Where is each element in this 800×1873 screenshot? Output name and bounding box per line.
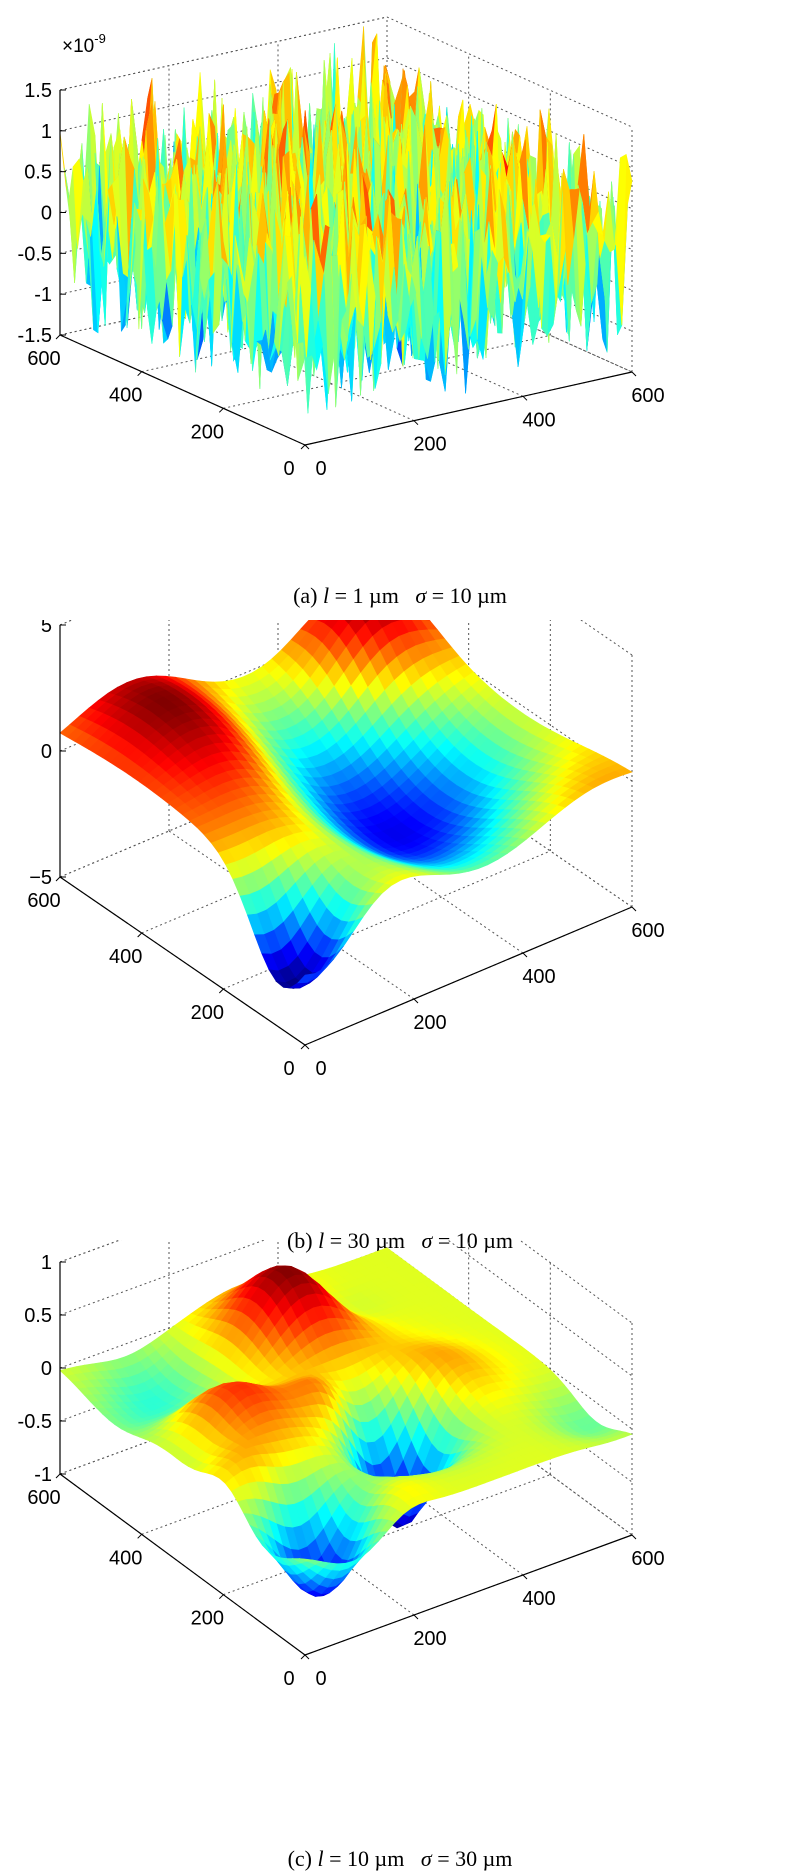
x-tick-mark <box>631 906 637 912</box>
surface-plot-a: 02004006000200400600-1.5-1-0.500.511.5×1… <box>18 16 665 480</box>
z-tick-label: 0.5 <box>24 162 52 184</box>
y-tick-mark <box>218 988 224 994</box>
x-tick-mark <box>522 395 528 401</box>
x-tick-label: 200 <box>413 1012 446 1034</box>
caption-a-sigma-symbol: σ <box>415 583 427 608</box>
y-tick-label: 0 <box>283 458 294 480</box>
y-tick-mark <box>137 371 143 377</box>
z-tick-label: −5 <box>29 867 52 889</box>
y-tick-label: 400 <box>109 385 142 407</box>
z-tick-label: 1 <box>41 121 52 143</box>
y-axis-line <box>59 334 306 446</box>
x-tick-label: 600 <box>631 920 664 942</box>
y-tick-mark <box>55 876 61 882</box>
y-tick-mark <box>55 334 61 340</box>
y-axis-line <box>59 876 306 1046</box>
surface-cell <box>300 256 312 358</box>
x-axis-line <box>304 371 633 446</box>
x-tick-mark <box>413 998 419 1004</box>
caption-b-l-symbol: l <box>318 1228 325 1253</box>
y-tick-label: 200 <box>191 1002 224 1024</box>
y-tick-label: 600 <box>27 348 60 370</box>
z-multiplier: ×10-9 <box>62 31 106 57</box>
y-tick-label: 0 <box>283 1058 294 1080</box>
z-tick-label: 0 <box>41 741 52 763</box>
y-tick-mark <box>300 1044 306 1050</box>
panel-a: 0 200 400 600 0 200 400 600 -1.5 -1 -0.5 0 0.5 1 1.5 ×1… <box>0 0 800 620</box>
y-tick-label: 400 <box>109 946 142 968</box>
z-tick-label: 0 <box>41 203 52 225</box>
surface <box>59 1247 633 1597</box>
x-tick-label: 0 <box>315 458 326 480</box>
x-tick-label: 200 <box>413 434 446 456</box>
z-multiplier-exponent: -9 <box>94 31 106 46</box>
caption-b-sigma-value: = 10 µm <box>437 1228 514 1253</box>
caption-a-sigma-value: = 10 µm <box>431 583 507 608</box>
y-tick-mark <box>137 932 143 938</box>
caption-a: (a) l = 1 µm σ = 10 µm <box>0 583 800 609</box>
x-tick-label: 400 <box>522 966 555 988</box>
x-axis-line <box>304 906 633 1046</box>
x-tick-mark <box>413 420 419 426</box>
x-tick-mark <box>304 1044 310 1050</box>
z-tick-label: -0.5 <box>18 243 52 265</box>
x-tick-mark <box>522 952 528 958</box>
y-tick-label: 200 <box>191 421 224 443</box>
x-tick-mark <box>631 371 637 377</box>
surface <box>59 620 633 989</box>
caption-a-l-value: = 1 µm <box>334 583 399 608</box>
z-tick-label: -1 <box>34 284 52 306</box>
y-tick-mark <box>300 444 306 450</box>
caption-b-sigma-symbol: σ <box>421 1228 433 1253</box>
x-tick-label: 0 <box>315 1058 326 1080</box>
caption-a-prefix: (a) <box>293 583 318 608</box>
caption-b-prefix: (b) <box>286 1228 313 1253</box>
caption-b-l-value: = 30 µm <box>329 1228 405 1253</box>
z-tick-label: 1.5 <box>24 80 52 102</box>
surface-cell <box>362 620 371 625</box>
y-tick-mark <box>218 407 224 413</box>
x-tick-mark <box>304 444 310 450</box>
surface-cell <box>297 973 316 984</box>
z-tick-label: -1.5 <box>18 325 52 347</box>
z-tick-label: 5 <box>41 620 52 637</box>
axes: 02004006000200400600-1.5-1-0.500.511.5×1… <box>18 31 665 480</box>
caption-b: (b) l = 30 µm σ = 10 µm <box>0 1228 800 1254</box>
x-tick-label: 600 <box>631 385 664 407</box>
surface <box>59 26 633 414</box>
caption-a-l-symbol: l <box>323 583 330 608</box>
x-tick-label: 400 <box>522 409 555 431</box>
y-tick-label: 600 <box>27 890 60 912</box>
surface-cell <box>343 620 353 625</box>
